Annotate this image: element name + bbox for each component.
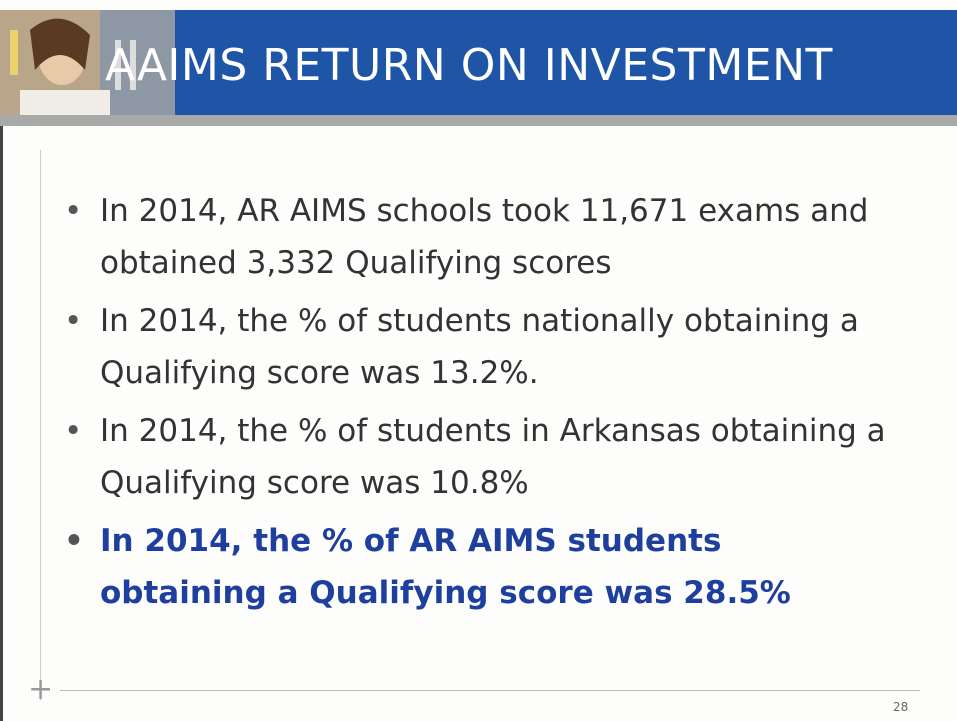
- bullet: In 2014, AR AIMS schools took 11,671 exa…: [60, 185, 890, 289]
- footer-plus: +: [28, 672, 53, 707]
- bullet: In 2014, the % of students nationally ob…: [60, 295, 890, 399]
- slide: AAIMS RETURN ON INVESTMENT In 2014, AR A…: [0, 0, 957, 721]
- bullet-list: In 2014, AR AIMS schools took 11,671 exa…: [60, 185, 900, 625]
- left-edge: [0, 126, 3, 721]
- bullet: In 2014, the % of students in Arkansas o…: [60, 405, 890, 509]
- bullet-highlight: In 2014, the % of AR AIMS students obtai…: [60, 515, 800, 619]
- guide-line: [40, 150, 41, 700]
- header-underbar: [0, 115, 957, 126]
- page-number: 28: [893, 700, 908, 714]
- slide-title: AAIMS RETURN ON INVESTMENT: [105, 40, 833, 91]
- page: AAIMS RETURN ON INVESTMENT In 2014, AR A…: [0, 0, 957, 721]
- footer-line: [60, 690, 920, 691]
